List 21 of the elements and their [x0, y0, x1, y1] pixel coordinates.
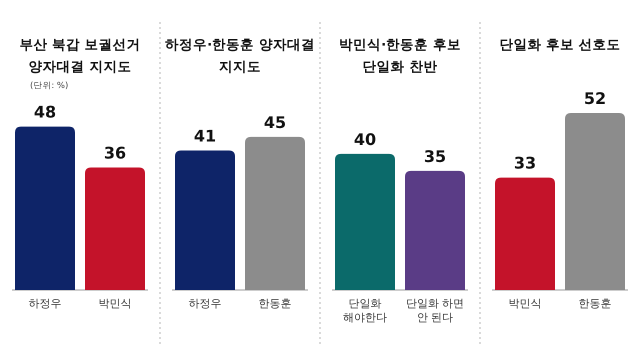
- chart-title: 하정우·한동훈 양자대결 지지도: [165, 37, 315, 75]
- chart-subtitle: (단위: %): [30, 81, 68, 91]
- data-label: 35: [424, 146, 446, 166]
- x-tick-label: 한동훈: [258, 297, 292, 310]
- x-tick-label: 단일화 해야한다: [343, 297, 387, 324]
- x-tick-label: 단일화 하면 안 된다: [406, 297, 464, 324]
- data-label: 45: [264, 112, 286, 132]
- data-label: 52: [584, 89, 606, 108]
- chart-title: 단일화 후보 선호도: [499, 37, 621, 53]
- chart-title: 부산 북갑 보궐선거 양자대결 지지도: [19, 37, 141, 75]
- data-label: 48: [34, 102, 56, 122]
- x-tick-label: 하정우: [28, 297, 62, 310]
- x-tick-label: 박민식: [98, 297, 132, 310]
- data-label: 36: [104, 143, 126, 162]
- data-label: 33: [514, 154, 536, 173]
- x-tick-label: 하정우: [188, 297, 222, 310]
- x-tick-label: 박민식: [508, 297, 542, 310]
- data-label: 41: [194, 126, 216, 146]
- chart-title: 박민식·한동훈 후보 단일화 찬반: [339, 37, 461, 75]
- x-tick-label: 한동훈: [578, 297, 612, 310]
- data-label: 40: [354, 130, 376, 149]
